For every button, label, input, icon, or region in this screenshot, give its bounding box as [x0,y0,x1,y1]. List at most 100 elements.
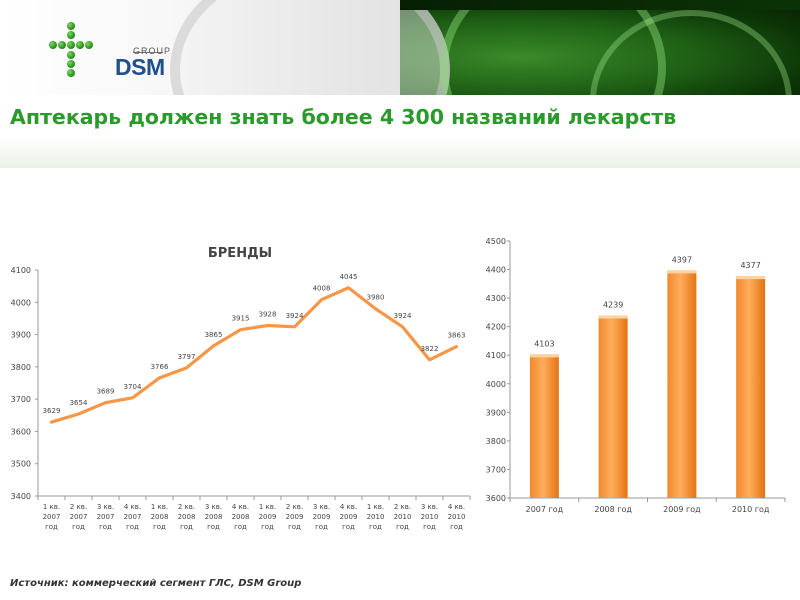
x-tick-label: 2 кв. [178,503,195,511]
logo-rule [133,52,163,53]
data-label: 3865 [205,331,223,339]
x-tick-label: 2008 [205,513,223,521]
logo-dot [76,41,84,49]
data-label: 3980 [367,294,385,302]
data-label: 4239 [603,301,623,310]
chart-title: БРЕНДЫ [208,246,272,261]
y-tick-label: 4100 [486,351,506,360]
x-tick-label: 2008 год [594,505,632,514]
x-tick-label: год [180,523,193,530]
x-tick-label: год [261,523,274,530]
x-tick-label: 2010 [421,513,439,521]
x-tick-label: 2009 [313,513,331,521]
x-tick-label: год [423,523,436,530]
series-line [49,286,459,424]
x-tick-label: 2009 [340,513,358,521]
y-tick-label: 3400 [11,492,31,501]
bar [529,354,559,498]
x-tick-label: 3 кв. [421,503,438,511]
logo-dot [67,69,75,77]
y-tick-label: 4000 [11,298,31,307]
bar-cap [667,270,697,274]
logo-dot [67,22,75,30]
x-tick-label: 2 кв. [286,503,303,511]
data-label: 3654 [70,399,88,407]
x-tick-label: 3 кв. [313,503,330,511]
x-tick-label: 2008 [232,513,250,521]
y-tick-label: 3800 [486,437,506,446]
x-tick-label: 3 кв. [205,503,222,511]
logo-dot [67,60,75,68]
x-tick-label: 2009 год [663,505,701,514]
dsm-logo: GROUP DSM [45,22,170,82]
y-tick-label: 4500 [486,237,506,246]
bar-chart: 3600 3700 3800 3900 4000 4100 4200 4300 4400 4500… [486,237,786,514]
data-label: 3766 [151,363,169,371]
x-tick-label: 2007 год [526,505,564,514]
data-label: 3797 [178,353,196,361]
x-tick-label: год [369,523,382,530]
x-tick-label: год [315,523,328,530]
logo-dot [49,41,57,49]
x-tick-label: 2 кв. [70,503,87,511]
x-tick-label: 2007 [124,513,142,521]
y-tick-label: 3800 [11,363,31,372]
x-tick-label: год [45,523,58,530]
data-label: 4377 [740,261,760,270]
x-tick-label: 1 кв. [259,503,276,511]
y-tick-label: 4100 [11,266,31,275]
y-tick-label: 3700 [486,465,506,474]
source-note: Источник: коммерческий сегмент ГЛС, DSM … [10,578,302,589]
logo-dot [67,51,75,59]
top-bar-decoration [0,0,800,10]
x-tick-label: 2007 [43,513,61,521]
x-tick-label: 2009 [286,513,304,521]
x-tick-label: 2010 [367,513,385,521]
x-tick-label: 2007 [97,513,115,521]
charts-canvas: БРЕНДЫ 3400 3500 3600 3700 3800 3900 4000 4100 1 … [11,237,786,530]
data-label: 4008 [313,285,331,293]
x-tick-label: 2007 [70,513,88,521]
x-tick-label: 2 кв. [394,503,411,511]
data-label: 3822 [421,345,439,353]
x-tick-label: 4 кв. [340,503,357,511]
data-label: 3915 [232,315,250,323]
x-tick-label: 2010 год [732,505,770,514]
logo-dot [58,41,66,49]
x-tick-label: год [126,523,139,530]
x-tick-label: 2008 [178,513,196,521]
data-label: 3924 [394,312,412,320]
x-tick-label: 1 кв. [43,503,60,511]
x-tick-label: год [450,523,463,530]
x-tick-label: 2009 [259,513,277,521]
x-tick-label: год [234,523,247,530]
data-label: 4397 [672,255,692,264]
x-tick-label: 2010 [394,513,412,521]
y-tick-label: 3900 [486,408,506,417]
y-tick-label: 3500 [11,460,31,469]
x-tick-label: 1 кв. [367,503,384,511]
y-tick-label: 4400 [486,266,506,275]
data-label: 3924 [286,312,304,320]
y-tick-label: 3600 [11,427,31,436]
data-label: 3629 [43,407,61,415]
x-tick-label: 1 кв. [151,503,168,511]
line-chart: БРЕНДЫ 3400 3500 3600 3700 3800 3900 4000 4100 1 … [11,246,471,530]
logo-dot [67,41,75,49]
x-tick-label: год [99,523,112,530]
x-tick-label: год [207,523,220,530]
clock-dial-decoration [170,0,450,95]
x-tick-label: год [342,523,355,530]
bar [598,315,628,498]
y-tick-label: 3900 [11,331,31,340]
data-label: 4103 [534,339,554,348]
header-banner: GROUP DSM [0,0,800,95]
x-tick-label: год [153,523,166,530]
logo-dot [67,31,75,39]
page-title: Аптекарь должен знать более 4 300 назван… [10,105,677,129]
bar-cap [529,354,559,358]
x-tick-label: 2008 [151,513,169,521]
logo-brand-text: DSM [115,54,165,80]
data-label: 3863 [448,332,466,340]
x-tick-label: год [288,523,301,530]
